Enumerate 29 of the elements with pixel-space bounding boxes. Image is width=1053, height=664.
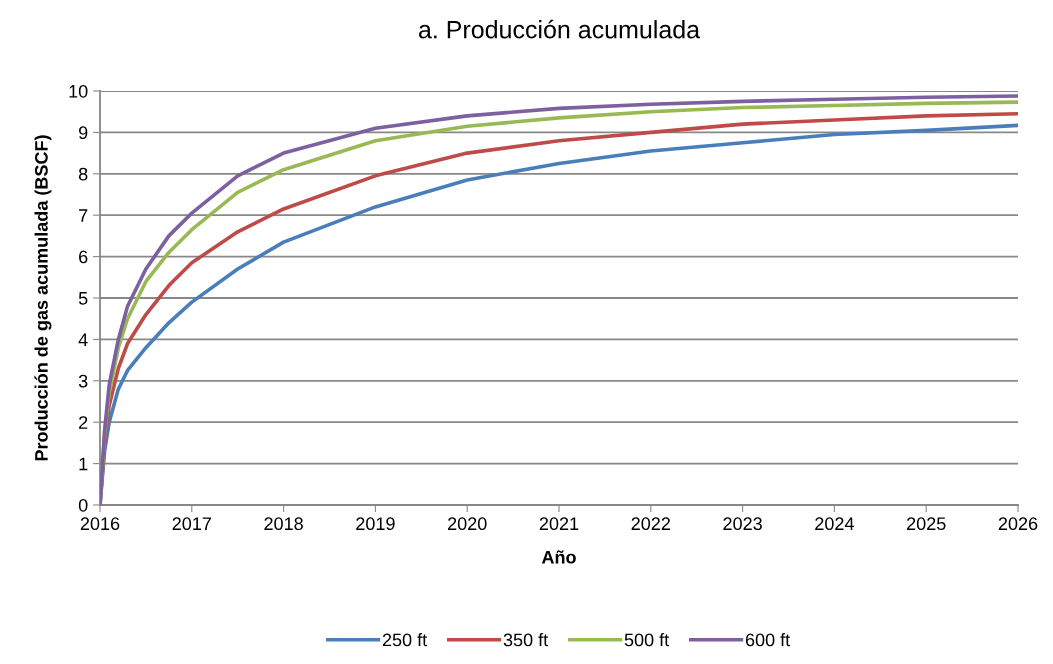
y-tick-label: 8 bbox=[78, 167, 88, 181]
chart-title: a. Producción acumulada bbox=[419, 19, 701, 39]
y-tick-label: 5 bbox=[78, 292, 88, 305]
x-tick-label: 2016 bbox=[80, 517, 120, 531]
x-tick-label: 2020 bbox=[448, 517, 487, 531]
y-tick-label: 10 bbox=[69, 84, 88, 98]
x-tick-label: 2026 bbox=[998, 517, 1038, 531]
x-tick-label: 2017 bbox=[172, 517, 211, 531]
legend-label: 600 ft bbox=[745, 633, 791, 647]
x-tick-label: 2021 bbox=[539, 517, 579, 531]
x-tick-label: 2019 bbox=[356, 517, 395, 531]
y-tick-label: 0 bbox=[78, 498, 88, 512]
x-tick-label: 2024 bbox=[815, 517, 854, 531]
legend-label: 350 ft bbox=[503, 633, 549, 647]
x-tick-label: 2025 bbox=[907, 517, 946, 531]
y-tick-label: 6 bbox=[79, 250, 88, 264]
legend-label: 250 ft bbox=[382, 633, 428, 647]
x-tick-label: 2023 bbox=[723, 517, 762, 531]
y-tick-label: 3 bbox=[78, 374, 88, 388]
x-tick-label: 2022 bbox=[631, 517, 670, 531]
y-tick-label: 2 bbox=[79, 416, 88, 429]
y-axis-title: Producción de gas acumulada (BSCF) bbox=[34, 135, 52, 461]
y-tick-label: 7 bbox=[79, 209, 88, 222]
y-tick-label: 1 bbox=[79, 457, 88, 471]
x-tick-label: 2018 bbox=[264, 517, 303, 531]
y-tick-label: 9 bbox=[79, 126, 88, 140]
legend-label: 500 ft bbox=[624, 633, 670, 647]
y-tick-label: 4 bbox=[78, 333, 88, 346]
x-axis-title: Año bbox=[541, 550, 576, 564]
